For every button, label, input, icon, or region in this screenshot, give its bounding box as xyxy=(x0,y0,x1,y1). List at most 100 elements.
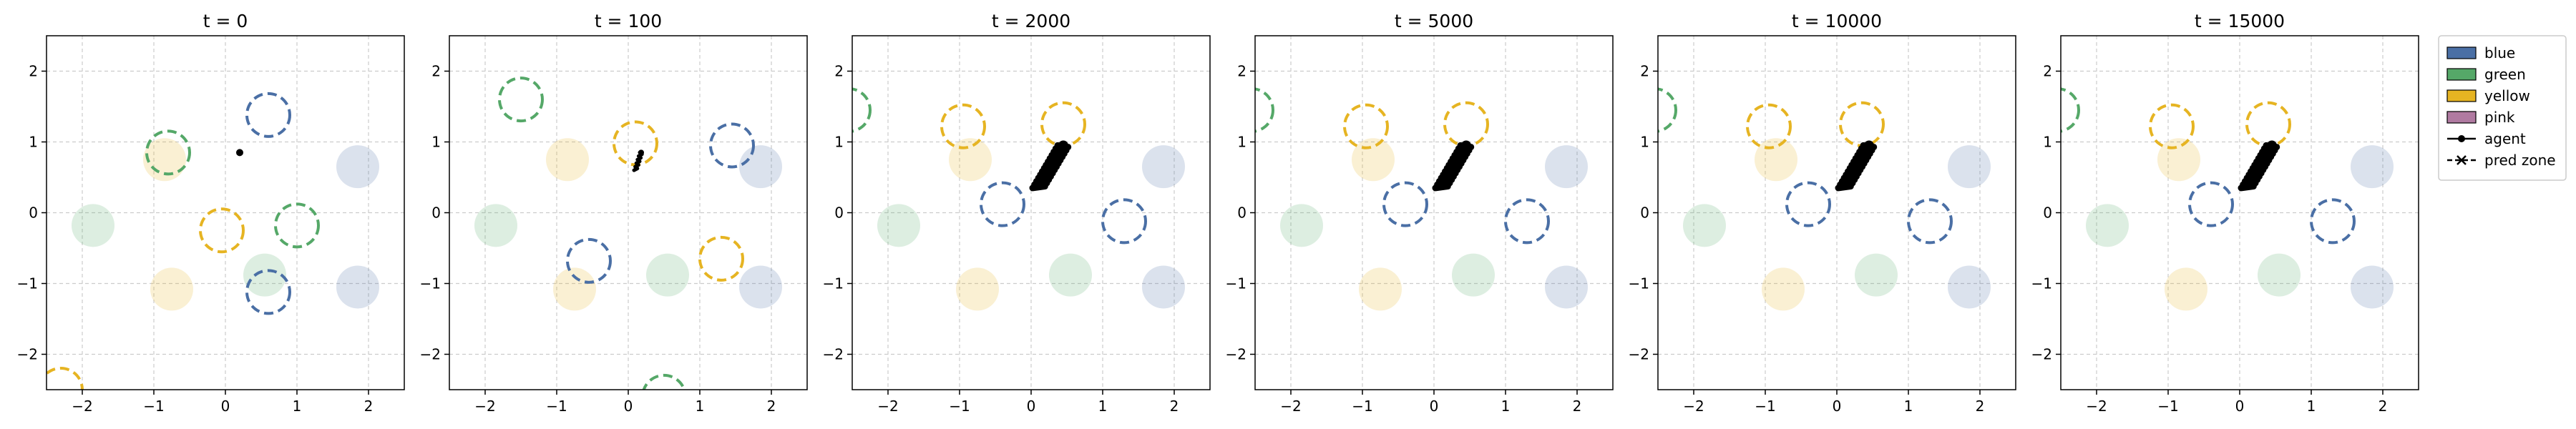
pred-zone-green xyxy=(642,373,686,390)
agent-point xyxy=(1864,140,1874,151)
pred-zone-blue xyxy=(709,122,755,169)
legend-swatch xyxy=(2446,46,2477,59)
x-tick-label: 0 xyxy=(1027,398,1036,415)
static-zone-yellow xyxy=(553,267,596,311)
pred-zone-blue xyxy=(1907,198,1953,245)
panels: t = 0 −2 −1 0 1 2 −2 −1 0 1 2 t = 100 −2 −1 0 1 2 −2 −1 0 1 2… xyxy=(17,11,2419,415)
y-tick-label: 2 xyxy=(834,63,844,80)
static-zone-green xyxy=(72,204,114,247)
pred-zone-blue xyxy=(245,269,291,315)
y-tick-label: 1 xyxy=(1640,134,1649,151)
static-zone-yellow xyxy=(546,138,589,182)
x-tick-label: −2 xyxy=(2086,398,2107,415)
pred-zone-yellow xyxy=(1839,101,1885,147)
x-tick-label: 0 xyxy=(1430,398,1439,415)
static-zone-blue xyxy=(1545,145,1588,189)
legend-label: pink xyxy=(2484,109,2515,126)
plot-area xyxy=(474,77,782,390)
y-tick-label: −2 xyxy=(17,346,38,363)
ticks: −2 −1 0 1 2 −2 −1 0 1 2 xyxy=(2031,63,2388,415)
x-tick-label: 2 xyxy=(767,398,776,415)
x-tick-label: −2 xyxy=(877,398,898,415)
agent-point xyxy=(638,149,644,156)
y-tick-label: 0 xyxy=(834,204,844,222)
panel-title: t = 10000 xyxy=(1792,11,1882,31)
legend-label: green xyxy=(2484,66,2526,83)
plot-area xyxy=(2061,87,2394,311)
static-zone-yellow xyxy=(949,138,992,182)
x-tick-label: −2 xyxy=(474,398,495,415)
panel-title: t = 100 xyxy=(595,11,662,31)
x-tick-label: 1 xyxy=(293,398,302,415)
static-zone-blue xyxy=(1545,265,1588,309)
panel: t = 10000 −2 −1 0 1 2 −2 −1 0 1 2 xyxy=(1629,11,2016,415)
x-tick-label: 0 xyxy=(2235,398,2245,415)
x-tick-label: 2 xyxy=(1573,398,1582,415)
pred-zone-blue xyxy=(980,181,1025,227)
x-tick-label: −1 xyxy=(949,398,970,415)
y-tick-label: 0 xyxy=(1237,204,1246,222)
agent-trajectory xyxy=(632,150,644,172)
y-tick-label: 1 xyxy=(29,134,38,151)
pred-zone-yellow xyxy=(2245,101,2291,147)
static-zone-blue xyxy=(739,145,782,189)
agent-trajectory xyxy=(2238,142,2280,192)
x-tick-label: −1 xyxy=(1755,398,1775,415)
y-tick-label: −2 xyxy=(2031,346,2052,363)
ticks: −2 −1 0 1 2 −2 −1 0 1 2 xyxy=(1226,63,1582,415)
x-tick-label: 2 xyxy=(364,398,374,415)
y-tick-label: −1 xyxy=(1629,275,1649,292)
ticks: −2 −1 0 1 2 −2 −1 0 1 2 xyxy=(1629,63,1985,415)
legend-item-green: green xyxy=(2446,66,2526,83)
static-zone-green xyxy=(646,253,689,297)
pred-zone-yellow xyxy=(47,367,84,390)
agent-trajectory xyxy=(1835,142,1878,192)
plot-area xyxy=(1658,87,1991,311)
panel-title: t = 0 xyxy=(203,11,248,31)
x-tick-label: 1 xyxy=(1904,398,1913,415)
legend-item-blue: blue xyxy=(2446,44,2515,61)
x-tick-label: 1 xyxy=(696,398,705,415)
y-tick-label: −1 xyxy=(823,275,844,292)
pred-zone-blue xyxy=(1382,181,1428,227)
y-tick-label: 1 xyxy=(2043,134,2052,151)
panel: t = 2000 −2 −1 0 1 2 −2 −1 0 1 2 xyxy=(823,11,1211,415)
static-zone-blue xyxy=(336,145,379,189)
agent-trajectory xyxy=(1432,142,1475,192)
static-zone-yellow xyxy=(1352,138,1395,182)
pred-zone-yellow xyxy=(613,120,658,167)
x-tick-label: 1 xyxy=(2307,398,2316,415)
static-zone-green xyxy=(474,204,517,247)
pred-zone-blue xyxy=(566,237,612,284)
pred-zone-blue xyxy=(1504,198,1550,245)
static-zone-green xyxy=(1452,253,1495,297)
x-tick-label: −1 xyxy=(2157,398,2178,415)
static-zone-blue xyxy=(1948,265,1991,309)
pred-zone-yellow xyxy=(1746,103,1792,149)
y-tick-label: −2 xyxy=(823,346,844,363)
legend-label: blue xyxy=(2484,44,2515,61)
static-zone-blue xyxy=(1142,265,1185,309)
panel: t = 0 −2 −1 0 1 2 −2 −1 0 1 2 xyxy=(17,11,405,415)
y-tick-label: 0 xyxy=(431,204,441,222)
pred-zone-green xyxy=(498,77,544,123)
grid xyxy=(1255,36,1613,390)
panel: t = 5000 −2 −1 0 1 2 −2 −1 0 1 2 xyxy=(1226,11,1614,415)
legend-label: yellow xyxy=(2484,87,2530,104)
legend-label: pred zone xyxy=(2484,152,2556,169)
y-tick-label: 0 xyxy=(2043,204,2052,222)
static-zone-yellow xyxy=(1755,138,1797,182)
pred-zone-yellow xyxy=(1343,103,1389,149)
static-zone-green xyxy=(243,253,286,297)
legend-swatch xyxy=(2446,89,2477,102)
ticks: −2 −1 0 1 2 −2 −1 0 1 2 xyxy=(420,63,776,415)
pred-zone-yellow xyxy=(1443,101,1489,147)
static-zone-green xyxy=(1683,204,1726,247)
x-tick-label: −1 xyxy=(546,398,567,415)
pred-zone-green xyxy=(2061,87,2080,133)
y-tick-label: 1 xyxy=(1237,134,1246,151)
y-tick-label: −1 xyxy=(17,275,38,292)
static-zone-green xyxy=(1280,204,1323,247)
y-tick-label: 1 xyxy=(834,134,844,151)
